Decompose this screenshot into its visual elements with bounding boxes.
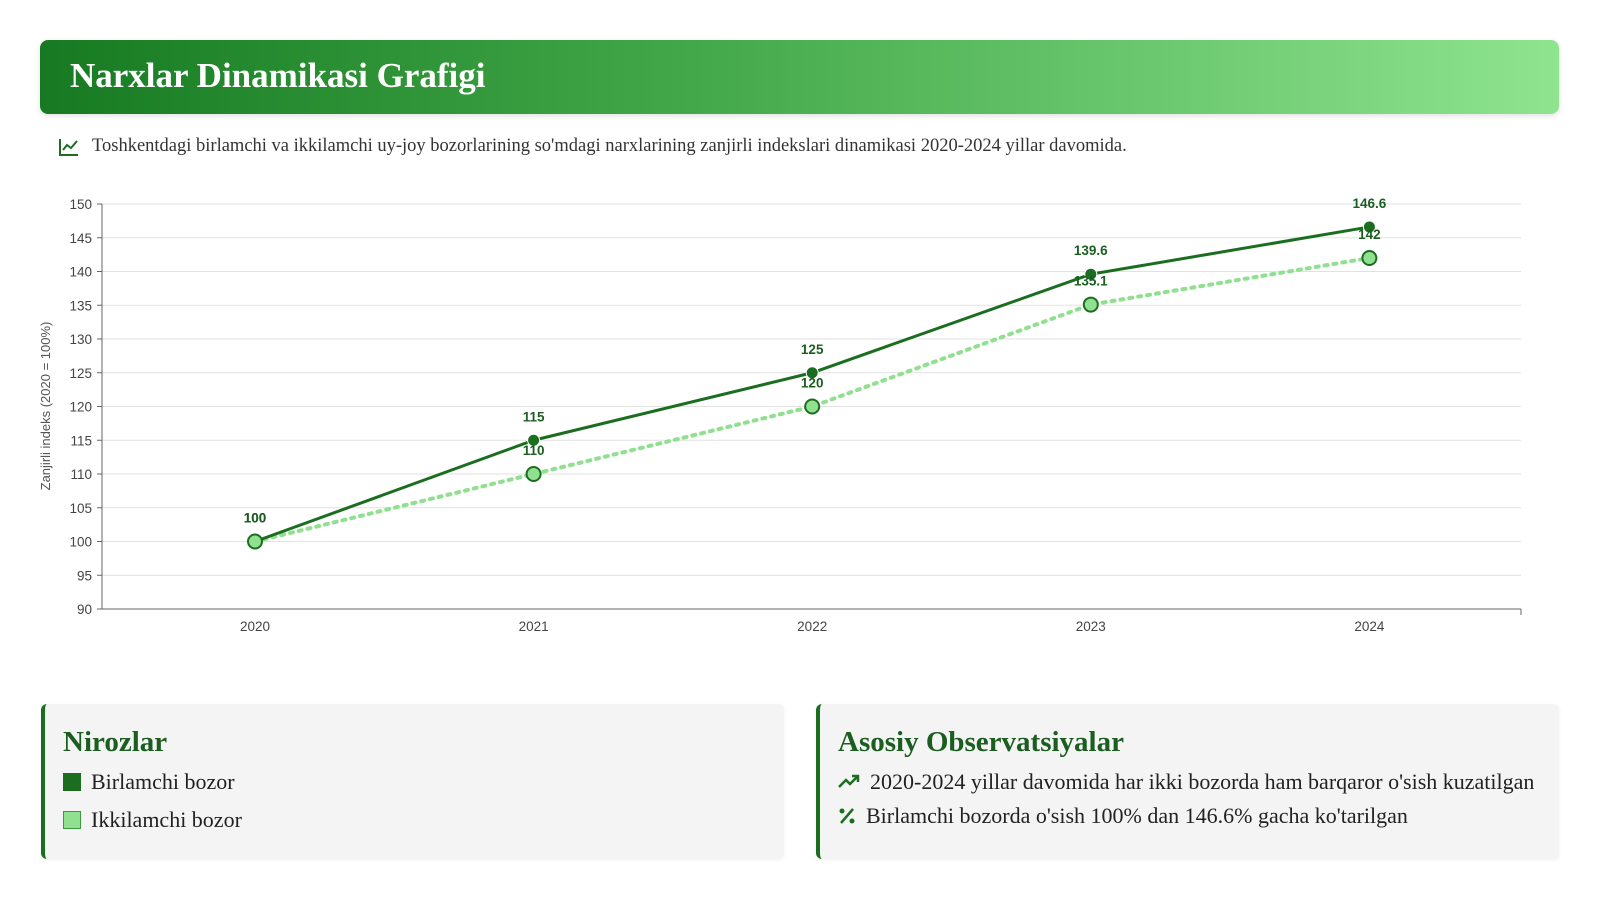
x-tick-label: 2023 xyxy=(1076,619,1106,634)
description-text: Toshkentdagi birlamchi va ikkilamchi uy-… xyxy=(92,136,1127,156)
data-label: 110 xyxy=(523,443,545,458)
observation: 2020-2024 yillar davomida har ikki bozor… xyxy=(838,769,1541,795)
y-tick-label: 95 xyxy=(77,568,92,583)
trend-icon xyxy=(838,774,860,788)
observation-text: Birlamchi bozorda o'sish 100% dan 146.6%… xyxy=(866,803,1408,828)
x-tick-label: 2022 xyxy=(797,619,827,634)
x-tick-label: 2024 xyxy=(1354,619,1385,634)
data-label: 100 xyxy=(244,511,267,526)
observation-text: 2020-2024 yillar davomida har ikki bozor… xyxy=(870,769,1535,794)
data-point xyxy=(247,533,263,550)
legend-label: Ikkilamchi bozor xyxy=(91,807,242,832)
observations-panel: Asosiy Observatsiyalar 2020-2024 yillar … xyxy=(816,704,1559,859)
x-tick-label: 2021 xyxy=(519,619,549,634)
observations-title: Asosiy Observatsiyalar xyxy=(838,726,1124,758)
y-tick-label: 135 xyxy=(69,298,92,313)
data-label: 120 xyxy=(801,376,824,391)
series-line xyxy=(253,256,1372,544)
y-tick-label: 125 xyxy=(69,366,92,381)
chart: Zanjirli indeks (2020 = 100%) 90 95 100 105… xyxy=(38,196,1522,634)
data-point xyxy=(805,366,819,380)
legend-swatch xyxy=(63,811,81,829)
data-point xyxy=(1362,220,1376,234)
data-label: 100 xyxy=(244,511,267,526)
legend-panel: Nirozlar Birlamchi bozor Ikkilamchi bozo… xyxy=(41,704,784,859)
data-point xyxy=(1084,267,1098,281)
y-tick-label: 120 xyxy=(69,400,92,415)
legend-swatch xyxy=(63,773,81,791)
description: Toshkentdagi birlamchi va ikkilamchi uy-… xyxy=(58,136,1127,157)
x-tick-label: 2020 xyxy=(240,619,270,634)
data-point xyxy=(804,398,821,415)
legend-item: Ikkilamchi bozor xyxy=(63,807,766,833)
y-tick-label: 145 xyxy=(69,231,92,246)
percent-icon xyxy=(839,808,855,824)
data-label: 142 xyxy=(1358,227,1381,242)
chart-icon xyxy=(59,138,78,156)
data-label: 146.6 xyxy=(1353,196,1387,211)
legend-title: Nirozlar xyxy=(63,726,168,758)
legend-label: Birlamchi bozor xyxy=(91,769,235,794)
data-label: 135.1 xyxy=(1074,274,1108,289)
y-tick-label: 110 xyxy=(70,467,92,482)
data-label: 125 xyxy=(801,342,824,357)
data-point xyxy=(527,433,541,447)
data-point xyxy=(1082,296,1099,313)
y-axis-label: Zanjirli indeks (2020 = 100%) xyxy=(38,322,53,491)
data-label: 139.6 xyxy=(1074,243,1108,258)
legend-item: Birlamchi bozor xyxy=(63,769,766,795)
y-tick-label: 150 xyxy=(69,197,92,212)
y-tick-label: 90 xyxy=(77,602,92,617)
y-tick-label: 130 xyxy=(69,332,92,347)
data-point xyxy=(1361,250,1378,266)
y-tick-label: 105 xyxy=(69,501,92,516)
y-tick-label: 140 xyxy=(69,265,92,280)
data-label: 115 xyxy=(523,409,545,424)
header: Narxlar Dinamikasi Grafigi xyxy=(40,40,1559,114)
observation: Birlamchi bozorda o'sish 100% dan 146.6%… xyxy=(838,803,1541,829)
y-tick-label: 115 xyxy=(70,433,92,448)
data-point xyxy=(525,466,542,482)
y-tick-label: 100 xyxy=(69,535,92,550)
page-title: Narxlar Dinamikasi Grafigi xyxy=(70,56,486,95)
